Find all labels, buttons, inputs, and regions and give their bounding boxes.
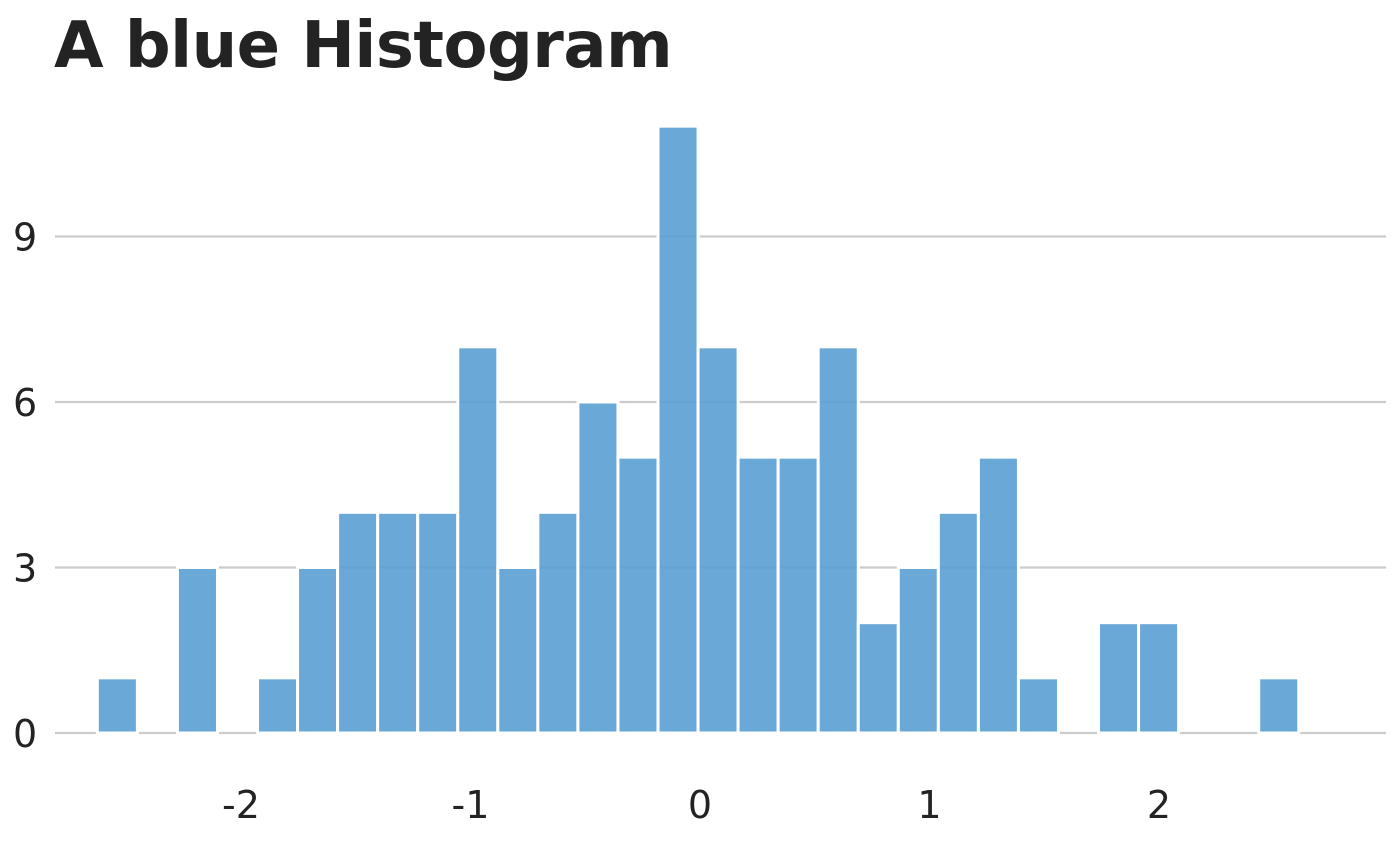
x-tick-label: -1	[452, 783, 490, 827]
histogram-bar	[416, 510, 460, 735]
histogram-bar	[816, 345, 860, 735]
x-tick-label: 1	[917, 783, 941, 827]
histogram-bar	[896, 566, 940, 735]
x-axis-tick-labels: -2 -1 0 1 2	[222, 783, 1171, 827]
histogram-bar	[456, 345, 500, 735]
histogram-bar	[656, 124, 700, 735]
histogram-bar	[576, 400, 620, 735]
y-tick-label: 6	[13, 381, 37, 425]
histogram-bar	[1257, 676, 1301, 735]
y-tick-label: 3	[13, 547, 37, 591]
histogram-bar	[616, 455, 660, 735]
histogram-bar	[1097, 621, 1141, 735]
histogram-bar	[776, 455, 820, 735]
histogram-bar	[256, 676, 300, 735]
x-tick-label: 0	[688, 783, 712, 827]
histogram-bar	[296, 566, 340, 735]
histogram-bar	[496, 566, 540, 735]
y-tick-label: 9	[13, 216, 37, 260]
histogram-bar	[1137, 621, 1181, 735]
y-tick-label: 0	[13, 712, 37, 756]
histogram-bars	[95, 124, 1301, 735]
histogram-bar	[376, 510, 420, 735]
histogram-bar	[736, 455, 780, 735]
chart-title: A blue Histogram	[54, 9, 673, 83]
histogram-bar	[976, 455, 1020, 735]
x-tick-label: -2	[222, 783, 260, 827]
histogram-bar	[336, 510, 380, 735]
histogram-bar	[936, 510, 980, 735]
histogram-bar	[856, 621, 900, 735]
x-tick-label: 2	[1147, 783, 1171, 827]
histogram-bar	[696, 345, 740, 735]
histogram-bar	[1016, 676, 1060, 735]
histogram-bar	[95, 676, 139, 735]
histogram-bar	[175, 566, 219, 735]
histogram-bar	[536, 510, 580, 735]
y-axis-tick-labels: 0 3 6 9	[13, 216, 37, 757]
